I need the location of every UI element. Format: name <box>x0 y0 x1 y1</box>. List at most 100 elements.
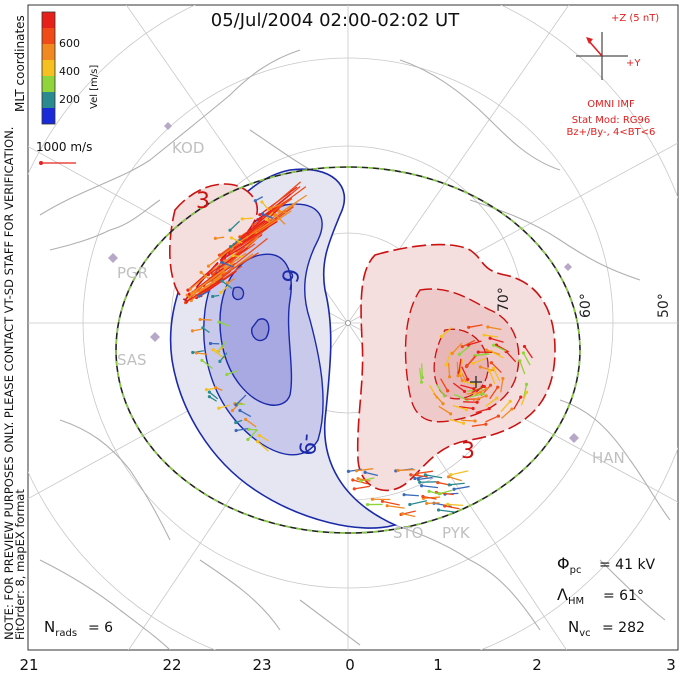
velocity-vector-origin <box>459 371 463 375</box>
imf-condition: Bz+/By-, 4<BT<6 <box>567 127 656 138</box>
velocity-vector <box>265 211 274 220</box>
velocity-vector-origin <box>478 390 483 394</box>
velocity-vector-origin <box>519 395 523 399</box>
velocity-vector-origin <box>200 358 204 362</box>
velocity-vector-origin <box>524 390 529 394</box>
velocity-vector-origin <box>496 385 500 389</box>
station-marker-kod <box>164 122 172 130</box>
velocity-vector-origin <box>273 213 277 217</box>
velocity-vector-origin <box>481 392 485 396</box>
velocity-vector-origin <box>351 478 355 482</box>
colorbar-tick-200: 200 <box>59 93 80 106</box>
mlt-tick-3: 3 <box>666 656 676 674</box>
velocity-vector-origin <box>446 475 451 479</box>
n-rads-value: = 6 <box>88 620 113 636</box>
velocity-vector-origin <box>464 364 469 369</box>
velocity-vector-origin <box>436 480 440 485</box>
velocity-vector <box>354 485 370 490</box>
velocity-vector <box>417 470 434 474</box>
velocity-vector <box>451 342 463 354</box>
velocity-vector <box>452 404 467 411</box>
velocity-vector-origin <box>194 351 199 355</box>
velocity-vector-origin <box>185 299 189 304</box>
velocity-vector-origin <box>485 348 489 352</box>
velocity-vector-origin <box>427 489 431 493</box>
velocity-vector <box>522 352 531 366</box>
velocity-vector <box>425 474 443 479</box>
velocity-vector <box>493 344 507 352</box>
velocity-vector <box>221 233 255 261</box>
velocity-vector <box>356 468 374 472</box>
velocity-vector <box>421 363 424 378</box>
velocity-vector <box>232 238 268 267</box>
velocity-vector-origin <box>246 437 250 442</box>
velocity-vector-origin <box>408 502 412 507</box>
velocity-vector <box>428 490 442 496</box>
velocity-vector <box>440 378 449 392</box>
velocity-vector-origin <box>416 477 421 481</box>
velocity-vector-origin <box>188 287 192 291</box>
velocity-vector-origin <box>258 216 262 221</box>
velocity-vector <box>449 482 465 486</box>
velocity-vector-origin <box>257 433 262 438</box>
velocity-vector-origin <box>460 345 464 349</box>
velocity-vector-origin <box>221 273 225 277</box>
velocity-vector-origin <box>484 422 488 426</box>
velocity-vector-origin <box>467 325 471 329</box>
velocity-vector-origin <box>255 439 260 444</box>
velocity-vector <box>462 339 476 348</box>
velocity-vector-origin <box>442 394 446 398</box>
velocity-vector-origin <box>456 374 460 378</box>
velocity-vector <box>488 370 496 385</box>
velocity-colorbar <box>41 11 56 125</box>
velocity-vector-origin <box>246 232 250 236</box>
station-label-pyk: PYK <box>442 524 471 542</box>
velocity-vector <box>471 423 486 427</box>
mlt-tick-0: 0 <box>345 656 355 674</box>
velocity-vector-origin <box>197 294 201 298</box>
velocity-vector <box>449 418 464 424</box>
velocity-vector-origin <box>462 389 467 394</box>
velocity-vector-origin <box>228 244 233 249</box>
velocity-vector-origin <box>488 383 493 387</box>
velocity-vector-origin <box>419 484 424 488</box>
velocity-vector <box>360 477 375 482</box>
velocity-vector <box>230 237 242 248</box>
velocity-vector-origin <box>482 384 486 389</box>
velocity-vector <box>474 352 489 357</box>
station-label-han: HAN <box>592 449 625 467</box>
velocity-vector <box>490 362 502 373</box>
velocity-vector-origin <box>482 333 486 337</box>
velocity-vector <box>247 208 280 235</box>
velocity-vector <box>501 408 513 419</box>
velocity-vector <box>460 384 475 390</box>
velocity-vector-origin <box>508 399 512 403</box>
velocity-vector <box>435 384 445 397</box>
velocity-vector-origin <box>217 253 222 257</box>
velocity-vector <box>469 393 484 398</box>
velocity-vector <box>226 370 238 376</box>
velocity-vector <box>505 351 517 363</box>
velocity-vector-origin <box>234 403 238 407</box>
velocity-vector-origin <box>491 343 496 347</box>
velocity-vector <box>259 435 269 442</box>
velocity-vector-origin <box>229 250 234 254</box>
velocity-vector <box>235 427 248 432</box>
velocity-vector <box>433 392 444 405</box>
velocity-vector <box>485 415 499 423</box>
velocity-vector <box>256 210 292 234</box>
velocity-vector <box>418 476 433 480</box>
velocity-vector <box>467 340 482 346</box>
velocity-vector-origin <box>521 351 526 355</box>
velocity-vector-origin <box>396 468 400 473</box>
velocity-vector-origin <box>413 476 417 481</box>
velocity-vector-origin <box>247 427 251 431</box>
velocity-vector <box>452 382 465 392</box>
coordinates-label: MLT coordinates <box>13 15 27 112</box>
velocity-vector-origin <box>251 223 255 227</box>
velocity-vector <box>426 502 440 505</box>
velocity-vector-origin <box>476 350 480 354</box>
velocity-vector-origin <box>231 253 235 258</box>
velocity-vector-origin <box>217 320 221 324</box>
